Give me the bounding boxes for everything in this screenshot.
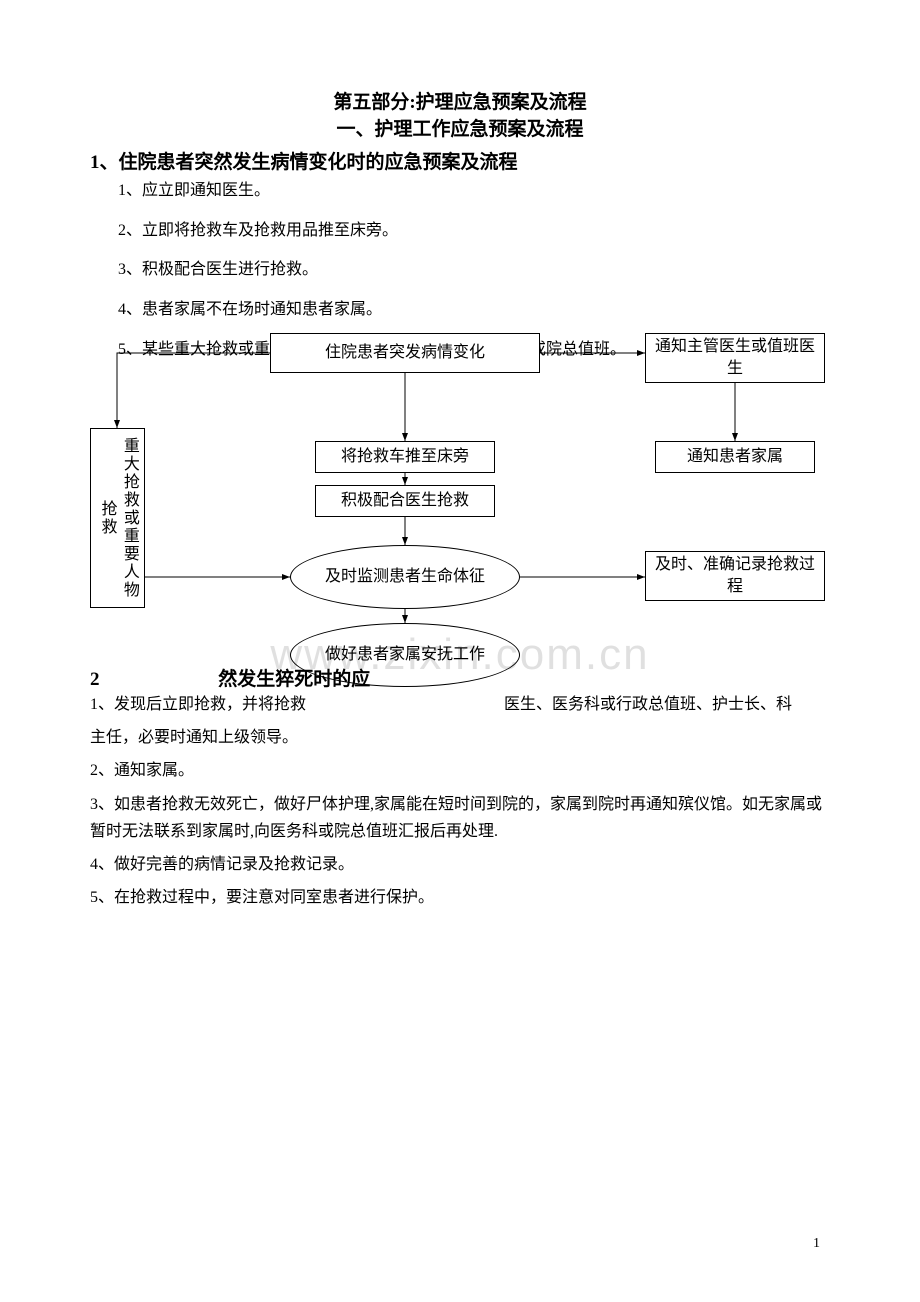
- node-major-rescue: 重大抢救或重要人物抢救: [90, 428, 145, 608]
- list-item: 3、如患者抢救无效死亡，做好尸体护理,家属能在短时间到院的，家属到院时再通知殡仪…: [90, 791, 830, 845]
- node-start: 住院患者突发病情变化: [270, 333, 540, 373]
- section2: 2 、住院患者突然发生猝死时的应 1、发现后立即抢救，并将抢救 医生、医务科或行…: [90, 664, 830, 917]
- subtitle: 一、护理工作应急预案及流程: [90, 117, 830, 144]
- node-cooperate: 积极配合医生抢救: [315, 485, 495, 517]
- list-item: 2、通知家属。: [90, 757, 830, 784]
- list-item: 1、发现后立即抢救，并将抢救 医生、医务科或行政总值班、护士长、科: [90, 691, 830, 718]
- node-label: 做好患者家属安抚工作: [325, 645, 485, 666]
- list-item: 4、患者家属不在场时通知患者家属。: [118, 297, 830, 323]
- page: 第五部分:护理应急预案及流程 一、护理工作应急预案及流程 1、住院患者突然发生病…: [0, 0, 920, 1302]
- list-item: 1、应立即通知医生。: [118, 178, 830, 204]
- list-item: 3、积极配合医生进行抢救。: [118, 257, 830, 283]
- list-item: 主任，必要时通知上级领导。: [90, 724, 830, 751]
- node-notify-family: 通知患者家属: [655, 441, 815, 473]
- heading-frag1: 2: [90, 669, 100, 690]
- list-item: 5、在抢救过程中，要注意对同室患者进行保护。: [90, 884, 830, 911]
- text-frag: 医生、医务科或行政总值班、护士长、科: [504, 696, 792, 713]
- node-record: 及时、准确记录抢救过程: [645, 551, 825, 601]
- part-title: 第五部分:护理应急预案及流程: [90, 90, 830, 117]
- list-item: 2、立即将抢救车及抢救用品推至床旁。: [118, 218, 830, 244]
- node-monitor: 及时监测患者生命体征: [290, 545, 520, 609]
- node-push-cart: 将抢救车推至床旁: [315, 441, 495, 473]
- page-number: 1: [813, 1236, 820, 1252]
- text-frag: 1、发现后立即抢救，并将抢救: [90, 696, 306, 713]
- section2-heading: 2 、住院患者突然发生猝死时的应: [90, 664, 830, 691]
- heading-frag2: 然发生猝死时的应: [218, 669, 370, 690]
- node-notify-doctor: 通知主管医生或值班医生: [645, 333, 825, 383]
- section1-heading: 1、住院患者突然发生病情变化时的应急预案及流程: [90, 147, 830, 174]
- list-item: 4、做好完善的病情记录及抢救记录。: [90, 851, 830, 878]
- node-label: 及时监测患者生命体征: [325, 567, 485, 588]
- flowchart: 住院患者突发病情变化 通知主管医生或值班医生 重大抢救或重要人物抢救 将抢救车推…: [90, 333, 830, 713]
